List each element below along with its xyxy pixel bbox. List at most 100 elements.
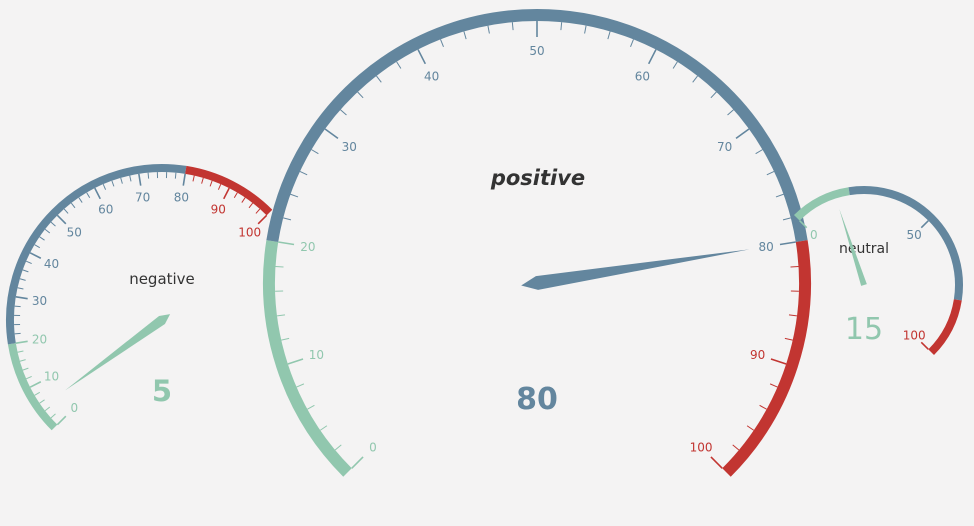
gauge-negative-tick-17 xyxy=(19,278,26,281)
gauge-negative-tick-50 xyxy=(257,214,268,225)
gauge-negative-tick-5 xyxy=(29,381,42,388)
gauge-negative-tick-30 xyxy=(94,187,101,200)
gauge-negative-tick-41 xyxy=(192,175,195,182)
gauge-negative-tick-29 xyxy=(86,192,91,199)
gauge-positive-tick-40 xyxy=(779,241,796,246)
gauge-positive-tick-45 xyxy=(770,358,787,365)
gauge-negative-tick-0 xyxy=(56,415,67,426)
gauge-positive-tick-49 xyxy=(732,444,740,451)
gauge-positive-tick-37 xyxy=(766,170,775,176)
gauge-positive-tick-39 xyxy=(782,217,791,221)
gauge-positive-tick-27 xyxy=(584,25,587,34)
gauge-negative-tick-9 xyxy=(17,350,24,353)
gauge-negative-tick-46 xyxy=(233,192,238,199)
gauge-negative-tick-16 xyxy=(17,287,24,290)
gauge-positive-tick-26 xyxy=(560,22,563,31)
gauge-negative-tick-31 xyxy=(102,183,107,190)
gauge-positive-tick-24 xyxy=(511,22,514,31)
gauge-negative-tick-35 xyxy=(138,173,142,186)
gauge-negative-tick-39 xyxy=(174,172,177,179)
gauge-positive-tick-23 xyxy=(487,25,490,34)
gauge-negative-tick-33 xyxy=(120,177,123,184)
gauge-neutral-tick-label-2: 100 xyxy=(903,328,926,342)
gauge-negative-tick-10 xyxy=(15,340,28,344)
gauge-positive-tick-18 xyxy=(376,75,382,83)
gauge-positive-tick-label-6: 60 xyxy=(635,69,650,83)
gauge-positive-band-2 xyxy=(722,240,811,477)
gauge-negative-band-1 xyxy=(6,164,187,345)
gauge-positive-tick-7 xyxy=(277,314,286,317)
gauge-positive-tick-28 xyxy=(607,31,611,40)
gauge-negative-tick-label-4: 40 xyxy=(44,257,59,271)
gauge-positive-tick-14 xyxy=(311,149,319,155)
gauge-positive-tick-33 xyxy=(710,91,717,99)
gauge-negative-tick-label-5: 50 xyxy=(67,226,82,240)
gauge-positive-tick-label-4: 40 xyxy=(424,69,439,83)
gauge-negative-tick-11 xyxy=(14,332,21,335)
gauge-positive-tick-label-2: 20 xyxy=(300,240,315,254)
gauge-negative-tick-24 xyxy=(50,221,56,227)
gauge-positive-tick-0 xyxy=(351,456,364,469)
gauge-negative-band-0 xyxy=(7,343,58,431)
gauge-negative-tick-7 xyxy=(22,367,29,371)
gauge-neutral-tick-2 xyxy=(920,341,929,350)
gauge-positive-tick-38 xyxy=(775,193,784,198)
gauge-positive-tick-9 xyxy=(275,266,284,268)
gauge-positive-tick-43 xyxy=(788,314,797,317)
gauge-positive-tick-5 xyxy=(287,358,304,365)
gauge-negative-tick-23 xyxy=(44,228,51,234)
gauge-positive-tick-44 xyxy=(784,337,793,341)
gauge-neutral-band-2 xyxy=(928,299,962,356)
gauge-negative-tick-28 xyxy=(78,197,83,203)
gauge-positive-tick-10 xyxy=(278,241,295,246)
gauge-positive-tick-label-9: 90 xyxy=(750,348,765,362)
gauge-positive-tick-6 xyxy=(281,337,290,341)
gauge-negative-tick-14 xyxy=(14,305,21,308)
gauge-positive-tick-19 xyxy=(396,61,402,69)
gauge-positive-needle xyxy=(521,249,750,290)
gauge-positive-title: positive xyxy=(490,166,585,190)
gauge-positive-tick-label-3: 30 xyxy=(342,140,357,154)
gauge-neutral-title: neutral xyxy=(839,241,889,257)
gauge-positive-tick-2 xyxy=(320,425,328,431)
gauge-positive-tick-34 xyxy=(727,109,734,116)
gauge-positive-tick-17 xyxy=(357,91,364,99)
gauge-positive-tick-29 xyxy=(630,39,634,48)
gauge-negative-tick-21 xyxy=(34,244,41,249)
gauge-negative-tick-label-1: 10 xyxy=(44,369,59,383)
gauge-negative-band-2 xyxy=(185,165,273,216)
gauge-negative-tick-27 xyxy=(70,202,76,209)
gauge-negative-tick-1 xyxy=(50,413,56,419)
gauge-positive-tick-label-0: 0 xyxy=(369,440,377,454)
gauge-positive-tick-47 xyxy=(759,404,767,410)
gauge-positive: positive 80 0 10 20 30 40 50 60 70 80 90 100 xyxy=(263,9,811,477)
gauge-negative-tick-label-6: 60 xyxy=(98,203,113,217)
gauge-positive-tick-3 xyxy=(307,404,315,410)
gauge-negative-tick-25 xyxy=(56,214,67,225)
gauge-neutral-band-0 xyxy=(793,187,850,221)
gauge-negative-tick-label-9: 90 xyxy=(211,203,226,217)
gauge-negative-tick-48 xyxy=(248,202,254,209)
gauge-positive-tick-20 xyxy=(417,49,427,65)
gauge-negative-tick-label-10: 100 xyxy=(238,226,261,240)
gauge-neutral: neutral 15 0 50 100 xyxy=(793,186,963,356)
gauge-negative-tick-label-3: 30 xyxy=(32,294,47,308)
gauge-neutral-value: 15 xyxy=(845,312,883,347)
gauge-negative-tick-36 xyxy=(147,172,150,179)
gauge-neutral-tick-1 xyxy=(920,220,929,229)
gauge-negative-tick-6 xyxy=(25,375,32,380)
gauge-negative-tick-label-8: 80 xyxy=(174,191,189,205)
gauge-positive-tick-30 xyxy=(647,49,657,65)
gauge-negative-title: negative xyxy=(129,270,195,288)
gauge-negative-tick-15 xyxy=(15,296,28,300)
gauge-negative-tick-4 xyxy=(34,391,41,396)
gauge-negative-needle xyxy=(64,314,171,391)
gauge-positive-tick-31 xyxy=(672,61,678,69)
gauge-positive-tick-15 xyxy=(324,128,339,140)
gauge-positive-tick-32 xyxy=(692,75,698,83)
gauge-positive-tick-label-5: 50 xyxy=(529,44,544,58)
gauge-positive-tick-12 xyxy=(290,193,299,198)
gauge-positive-tick-50 xyxy=(710,456,723,469)
gauge-negative-tick-label-2: 20 xyxy=(32,333,47,347)
